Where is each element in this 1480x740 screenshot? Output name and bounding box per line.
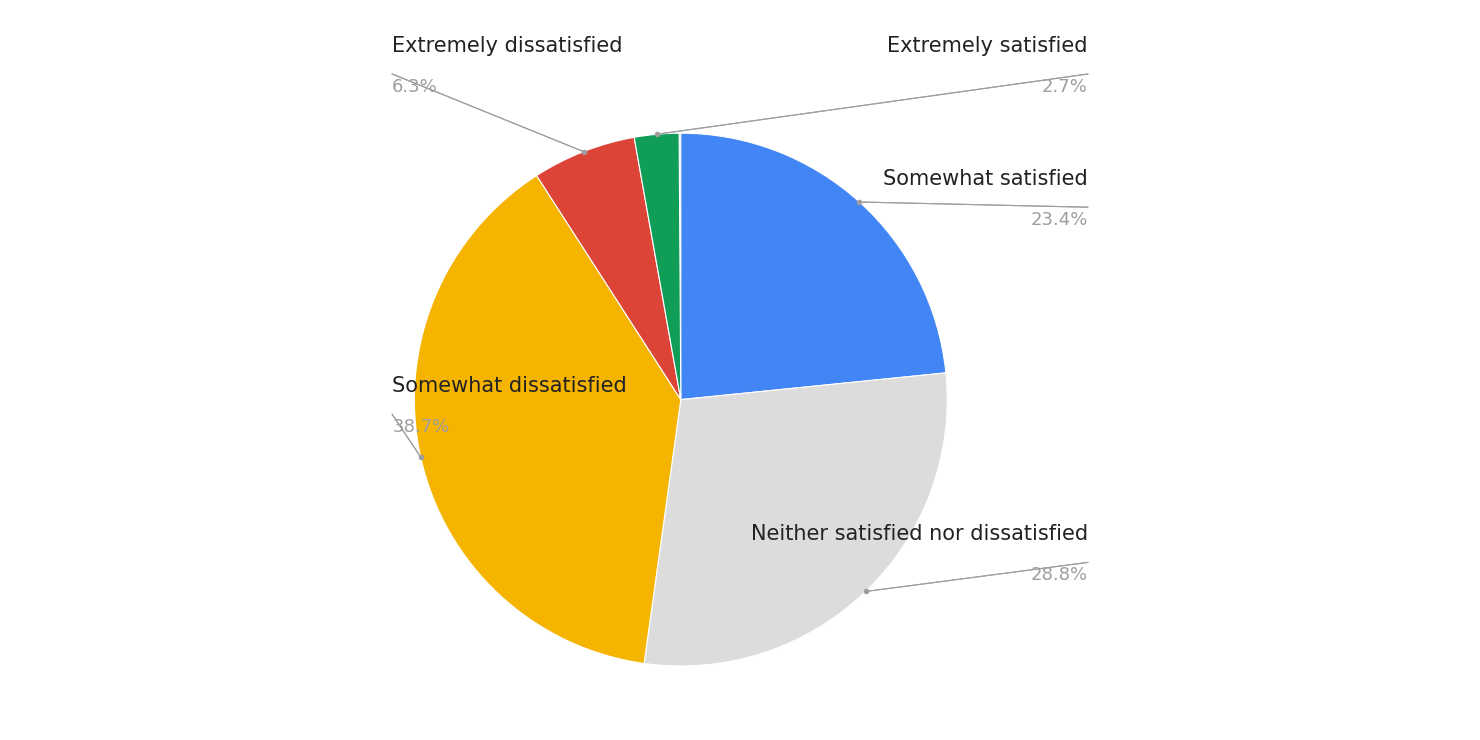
Text: Extremely satisfied: Extremely satisfied [888, 36, 1088, 56]
Wedge shape [644, 373, 947, 666]
Text: 6.3%: 6.3% [392, 78, 438, 95]
Text: 23.4%: 23.4% [1030, 211, 1088, 229]
Text: Neither satisfied nor dissatisfied: Neither satisfied nor dissatisfied [750, 524, 1088, 544]
Text: Somewhat satisfied: Somewhat satisfied [884, 169, 1088, 189]
Text: 28.8%: 28.8% [1030, 566, 1088, 584]
Wedge shape [633, 133, 681, 400]
Text: 2.7%: 2.7% [1042, 78, 1088, 95]
Wedge shape [414, 175, 681, 664]
Text: Extremely dissatisfied: Extremely dissatisfied [392, 36, 623, 56]
Wedge shape [537, 138, 681, 400]
Text: 38.7%: 38.7% [392, 418, 450, 436]
Text: Somewhat dissatisfied: Somewhat dissatisfied [392, 376, 628, 396]
Wedge shape [681, 133, 946, 400]
